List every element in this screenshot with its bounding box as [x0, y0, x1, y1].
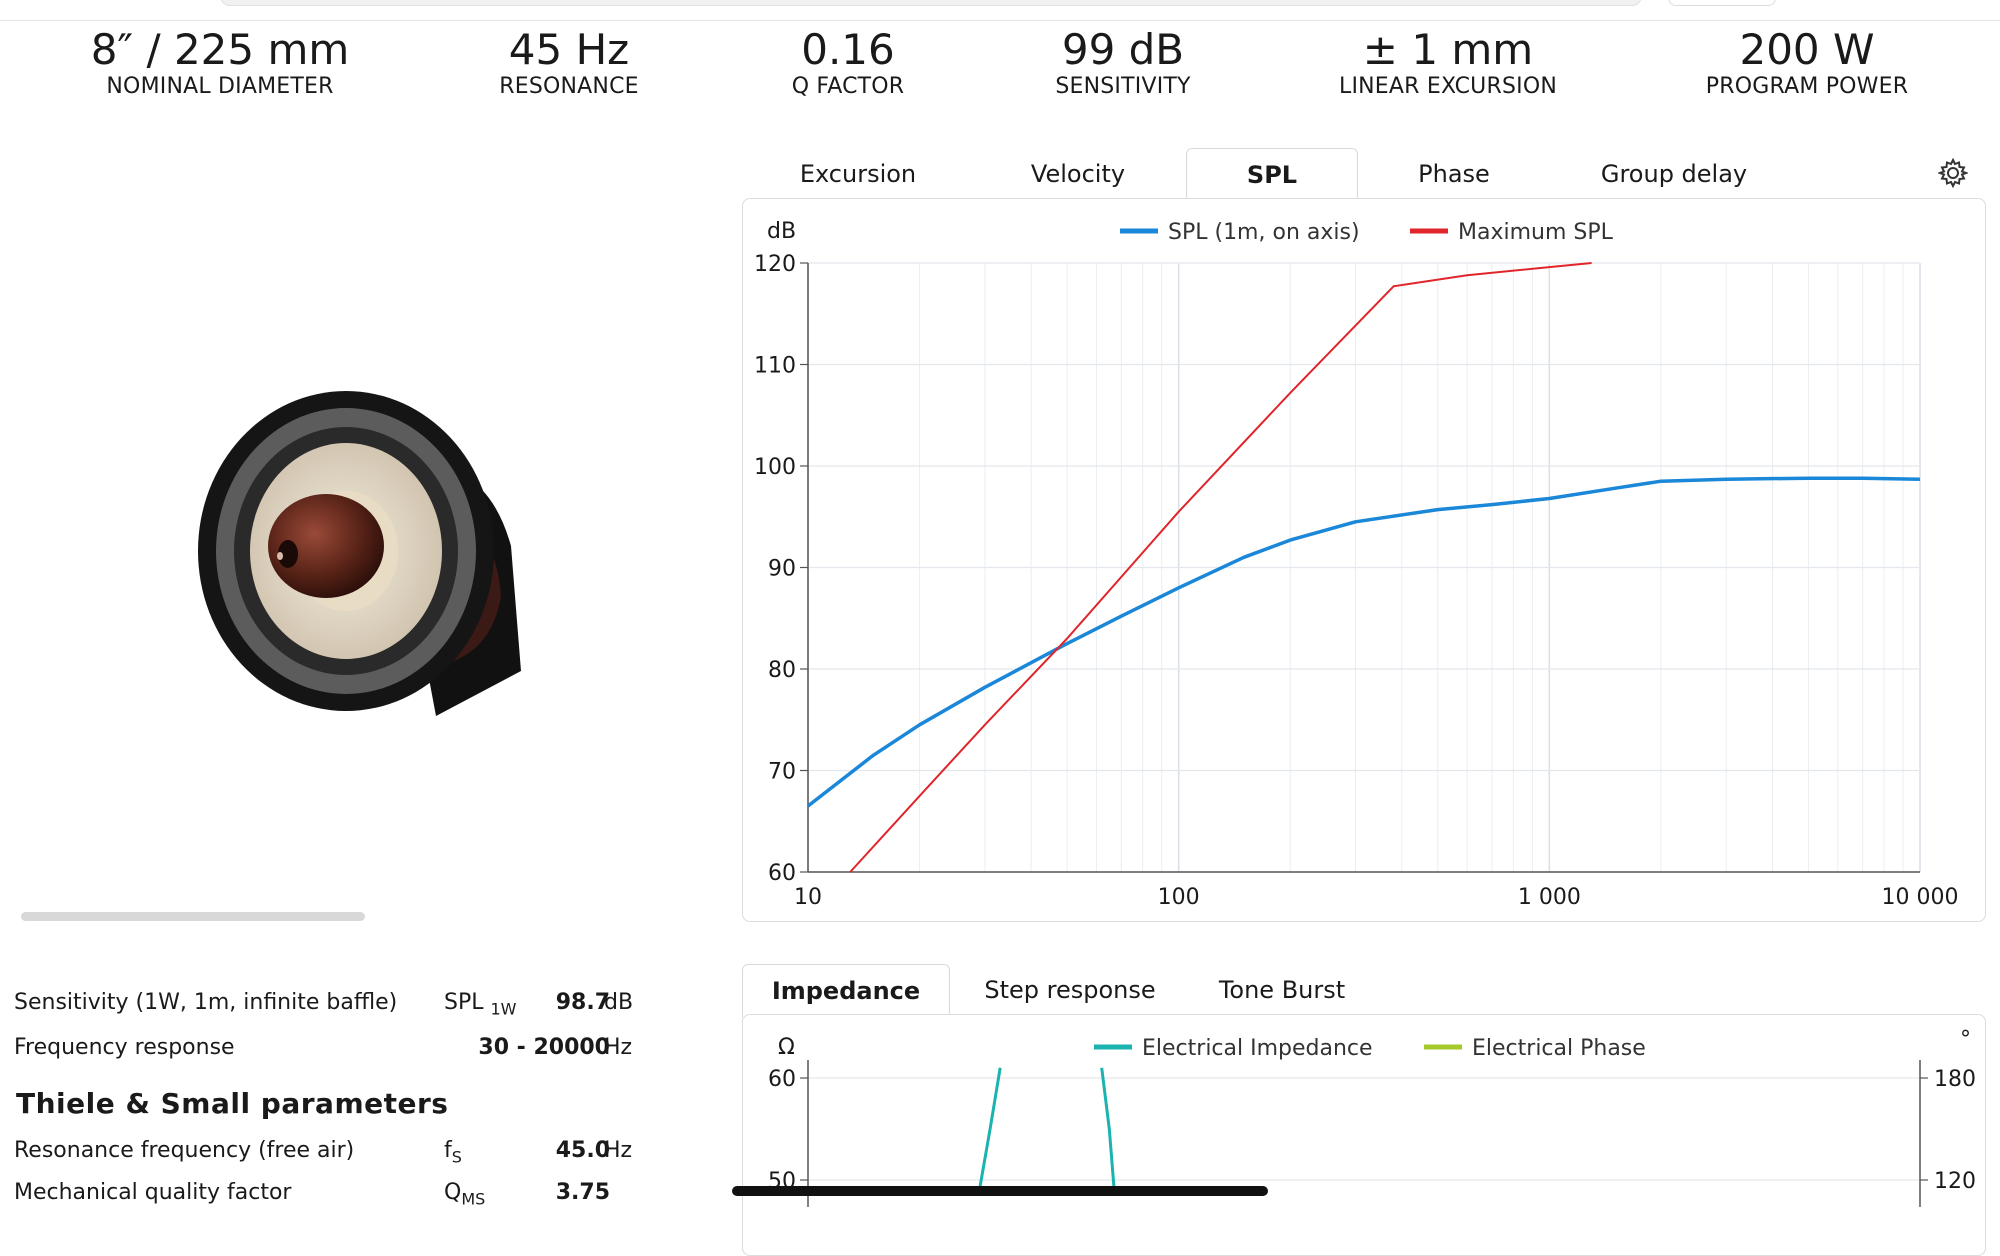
param-value: 3.75	[555, 1180, 610, 1205]
spl-chart-panel	[742, 198, 1986, 922]
spec-q-factor: 0.16 Q FACTOR	[792, 24, 905, 98]
legend-label: Electrical Phase	[1472, 1036, 1646, 1061]
param-symbol: QMS	[444, 1180, 486, 1209]
lower-chart-tabs: Impedance Step response Tone Burst	[742, 964, 1442, 1018]
param-label: Mechanical quality factor	[14, 1180, 292, 1205]
spec-resonance: 45 Hz RESONANCE	[499, 24, 639, 98]
spec-label: RESONANCE	[499, 74, 639, 99]
tab-phase[interactable]: Phase	[1418, 160, 1490, 188]
tab-impedance[interactable]: Impedance	[742, 964, 950, 1018]
param-label: Frequency response	[14, 1035, 235, 1060]
y-tick-label: 120	[754, 252, 796, 277]
y2-tick-label: 180	[1934, 1067, 1976, 1092]
y-tick-label: 90	[768, 557, 796, 582]
impedance-series-line-rising	[977, 1067, 1002, 1191]
y-tick-label: 70	[768, 760, 796, 785]
y-axis-label: Ω	[778, 1035, 795, 1060]
param-value: 45.0	[555, 1138, 610, 1163]
param-unit: dB	[604, 990, 634, 1015]
y-tick-label: 60	[768, 861, 796, 886]
spec-sensitivity: 99 dB SENSITIVITY	[1055, 24, 1190, 98]
y-tick-label: 110	[754, 354, 796, 379]
home-indicator	[732, 1186, 1268, 1196]
spec-value: 45 Hz	[508, 25, 630, 74]
legend-label: SPL (1m, on axis)	[1168, 220, 1360, 245]
param-value: 30 - 20000	[478, 1035, 610, 1060]
spec-label: PROGRAM POWER	[1705, 74, 1909, 99]
y2-axis-label: °	[1960, 1027, 1971, 1052]
max-spl-series-line	[849, 262, 1592, 873]
param-symbol: SPL 1W	[444, 990, 517, 1019]
tab-spl[interactable]: SPL	[1186, 148, 1358, 202]
spl-series-line	[806, 476, 1921, 808]
image-scrollbar[interactable]	[21, 912, 365, 921]
legend-label: Maximum SPL	[1458, 220, 1614, 245]
top-bar	[0, 0, 2000, 21]
param-unit: Hz	[604, 1035, 633, 1060]
y2-tick-label: 120	[1934, 1169, 1976, 1194]
param-row-sensitivity: Sensitivity (1W, 1m, infinite baffle) SP…	[0, 988, 640, 1018]
param-label: Sensitivity (1W, 1m, infinite baffle)	[14, 990, 398, 1015]
param-value: 98.7	[555, 990, 610, 1015]
y-tick-label: 80	[768, 658, 796, 683]
section-heading-thiele-small: Thiele & Small parameters	[16, 1087, 449, 1120]
param-label: Resonance frequency (free air)	[14, 1138, 355, 1163]
param-row-mechanical-q: Mechanical quality factor QMS 3.75	[0, 1178, 640, 1208]
spec-value: 8″ / 225 mm	[90, 25, 350, 74]
impedance-series-line-falling	[1100, 1067, 1116, 1191]
spec-label: LINEAR EXCURSION	[1339, 74, 1557, 99]
y-tick-label: 100	[754, 455, 796, 480]
spec-value: 99 dB	[1061, 25, 1185, 74]
spec-program-power: 200 W PROGRAM POWER	[1706, 24, 1908, 98]
spec-value: ± 1 mm	[1362, 25, 1534, 74]
y-axis-label: dB	[767, 219, 796, 244]
spec-linear-excursion: ± 1 mm LINEAR EXCURSION	[1339, 24, 1557, 98]
spec-label: Q FACTOR	[791, 74, 905, 99]
param-row-resonance-frequency: Resonance frequency (free air) fS 45.0 H…	[0, 1136, 640, 1166]
param-unit: Hz	[604, 1138, 633, 1163]
param-row-frequency-response: Frequency response 30 - 20000 Hz	[0, 1033, 640, 1063]
spec-label: SENSITIVITY	[1055, 74, 1191, 99]
y-tick-label: 60	[768, 1067, 796, 1092]
spec-value: 200 W	[1739, 25, 1875, 74]
spl-chart: 10 100 1 000 10 000 60 70 80 90 100 110 120 dB SPL (…	[754, 219, 1959, 910]
spec-nominal-diameter: 8″ / 225 mm NOMINAL DIAMETER	[91, 24, 350, 98]
x-tick-label: 10 000	[1882, 885, 1959, 910]
upper-chart-tabs: Excursion Velocity SPL Phase Group delay	[744, 148, 1984, 202]
tab-step-response[interactable]: Step response	[984, 976, 1156, 1004]
x-tick-label: 10	[794, 885, 822, 910]
param-symbol: fS	[444, 1138, 462, 1167]
tab-tone-burst[interactable]: Tone Burst	[1218, 976, 1346, 1004]
loudspeaker-driver-image	[198, 391, 521, 716]
spec-value: 0.16	[801, 25, 895, 74]
tab-excursion[interactable]: Excursion	[799, 160, 917, 188]
x-tick-label: 1 000	[1518, 885, 1581, 910]
spec-label: NOMINAL DIAMETER	[106, 74, 334, 99]
x-tick-label: 100	[1158, 885, 1200, 910]
gear-icon[interactable]	[1938, 158, 1968, 188]
legend-label: Electrical Impedance	[1142, 1036, 1373, 1061]
tab-group-delay[interactable]: Group delay	[1600, 160, 1748, 188]
tab-velocity[interactable]: Velocity	[1030, 160, 1126, 188]
